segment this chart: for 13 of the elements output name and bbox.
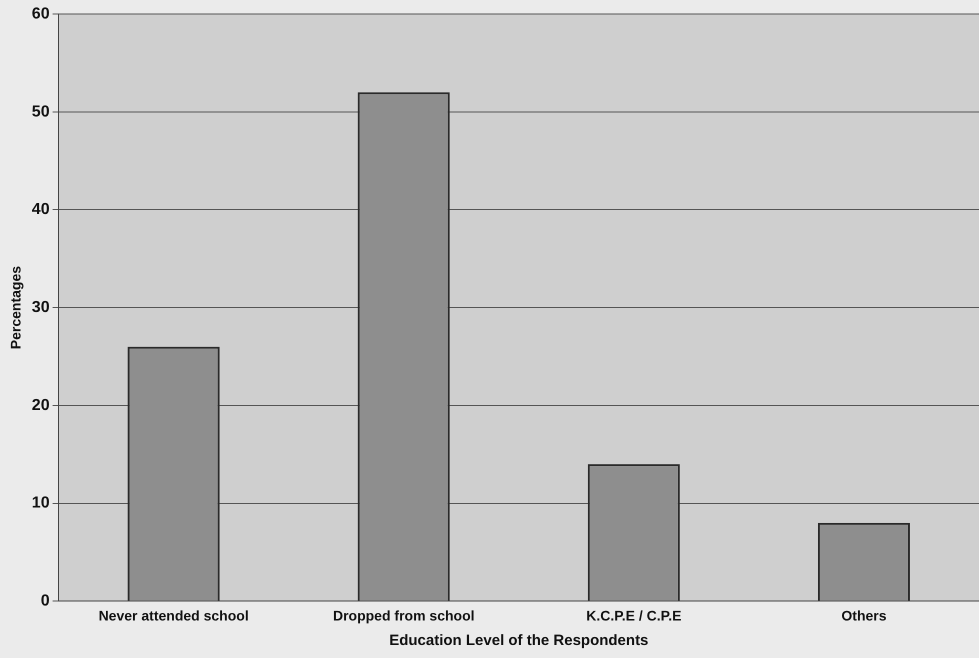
y-axis-title: Percentages	[7, 266, 24, 350]
x-tick-label: K.C.P.E / C.P.E	[586, 607, 682, 624]
y-tick-label: 0	[40, 592, 50, 610]
y-tick-label: 50	[32, 103, 50, 120]
x-axis-title: Education Level of the Respondents	[389, 632, 648, 650]
x-tick-label: Others	[841, 607, 887, 624]
y-tick-label: 30	[32, 299, 50, 316]
y-tick-label: 20	[32, 396, 50, 414]
y-tick-label: 10	[32, 494, 50, 512]
x-tick-label: Never attended school	[98, 607, 249, 624]
y-tick-label: 40	[32, 201, 50, 218]
y-tick-label: 60	[32, 5, 50, 22]
x-tick-label: Dropped from school	[332, 607, 475, 624]
